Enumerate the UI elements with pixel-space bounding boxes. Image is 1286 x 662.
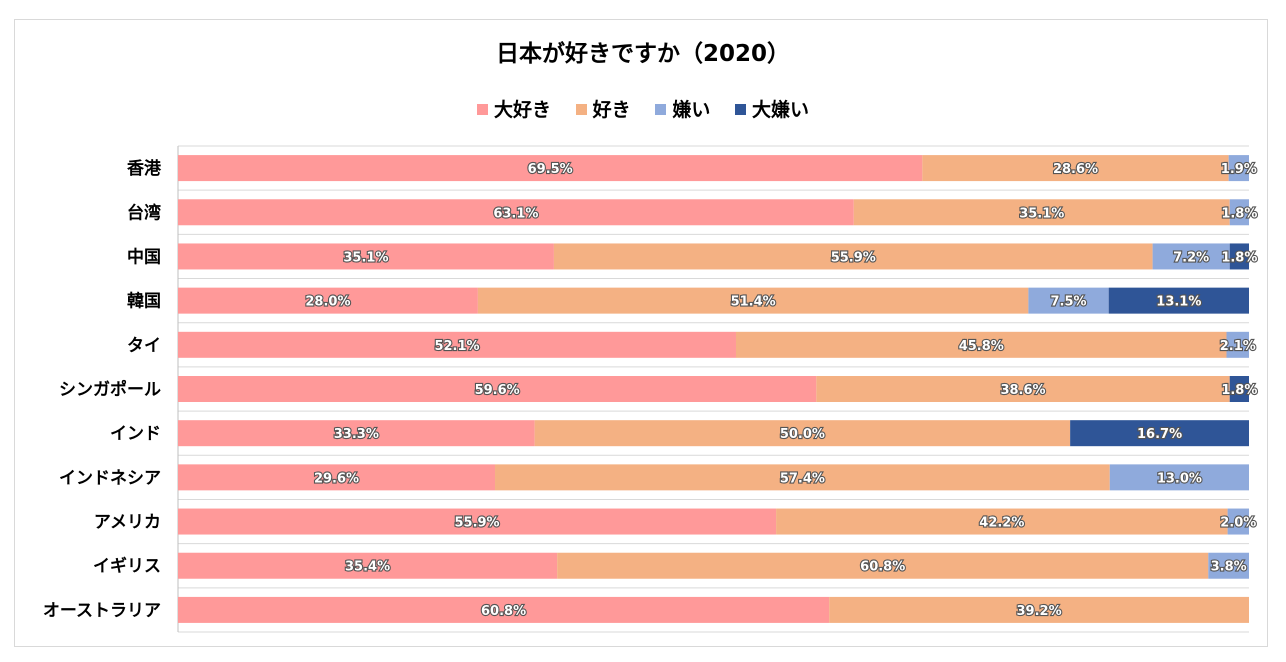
data-label: 2.0% xyxy=(1220,516,1256,531)
legend-label-suki: 好き xyxy=(592,99,631,121)
bar-segment xyxy=(1227,508,1249,535)
legend-label-daisuki: 大好き xyxy=(494,99,552,121)
bar-segment xyxy=(178,199,854,226)
data-label: 1.9% xyxy=(1221,162,1257,177)
bar-segment xyxy=(553,243,1153,270)
category-label: オーストラリア xyxy=(43,601,161,621)
bar-segment xyxy=(178,331,736,358)
data-label: 57.4% xyxy=(780,471,825,486)
data-label: 1.8% xyxy=(1221,250,1257,265)
category-label: シンガポール xyxy=(59,379,161,400)
data-label: 1.8% xyxy=(1221,206,1257,221)
bar-segment xyxy=(178,243,554,270)
bar-segment xyxy=(1229,376,1249,402)
legend-swatch-daisuki xyxy=(477,104,489,115)
bar-segment xyxy=(816,376,1230,402)
bar-segment xyxy=(776,508,1228,535)
legend-item-daisuki: 大好き xyxy=(477,95,551,122)
bar-segment xyxy=(495,464,1110,491)
bar-segment xyxy=(1108,287,1249,314)
data-label: 55.9% xyxy=(454,516,499,531)
category-label: 韓国 xyxy=(127,291,161,312)
bar-segment xyxy=(1229,199,1249,226)
bar-segment xyxy=(1028,287,1109,314)
bar-segment xyxy=(853,199,1230,226)
data-label: 13.0% xyxy=(1157,471,1202,486)
data-label: 55.9% xyxy=(831,250,876,265)
data-label: 50.0% xyxy=(780,427,825,442)
bar-segment xyxy=(1229,243,1249,270)
bar-segment xyxy=(178,420,535,447)
data-label: 16.7% xyxy=(1137,427,1182,442)
data-label: 59.6% xyxy=(475,383,520,398)
category-label: 中国 xyxy=(127,246,161,267)
legend-swatch-suki xyxy=(575,104,587,115)
category-label: インド xyxy=(110,424,161,444)
category-label: イギリス xyxy=(93,557,161,577)
legend-label-daikirai: 大嫌い xyxy=(751,99,809,121)
data-label: 1.8% xyxy=(1221,383,1257,398)
bar-segment xyxy=(178,596,830,623)
bar-segment xyxy=(557,552,1209,579)
data-label: 35.4% xyxy=(345,560,390,575)
data-label: 29.6% xyxy=(314,471,359,486)
data-label: 3.8% xyxy=(1211,560,1247,575)
chart-title: 日本が好きですか（2020） xyxy=(495,41,790,67)
data-label: 45.8% xyxy=(959,339,1004,354)
bar-segment xyxy=(829,596,1249,623)
category-label: 香港 xyxy=(127,158,162,179)
category-label: タイ xyxy=(127,336,161,356)
legend-item-kirai: 嫌い xyxy=(655,95,710,122)
bar-segment xyxy=(1152,243,1230,270)
data-label: 38.6% xyxy=(1000,383,1045,398)
data-label: 7.2% xyxy=(1173,250,1209,265)
data-label: 35.1% xyxy=(1019,206,1064,221)
legend-label-kirai: 嫌い xyxy=(672,99,711,121)
bar-segment xyxy=(178,464,496,491)
data-label: 51.4% xyxy=(731,295,776,310)
bar-segment xyxy=(1109,464,1249,491)
chart-legend: 大好き 好き 嫌い 大嫌い xyxy=(0,95,1286,122)
bar-segment xyxy=(1070,420,1249,447)
legend-swatch-kirai xyxy=(655,104,667,115)
bar-segment xyxy=(178,508,777,535)
legend-item-suki: 好き xyxy=(575,95,631,122)
bar-segment xyxy=(1208,552,1249,579)
bar-segment xyxy=(735,331,1227,358)
bar-segment xyxy=(178,376,817,402)
data-label: 60.8% xyxy=(860,560,905,575)
data-label: 13.1% xyxy=(1156,295,1201,310)
data-label: 52.1% xyxy=(434,339,479,354)
data-label: 60.8% xyxy=(481,604,526,619)
data-label: 7.5% xyxy=(1051,295,1087,310)
data-label: 2.1% xyxy=(1220,339,1256,354)
data-label: 69.5% xyxy=(528,162,573,177)
data-label: 28.0% xyxy=(305,295,350,310)
data-label: 63.1% xyxy=(493,206,538,221)
bar-segment xyxy=(1226,331,1249,358)
legend-item-daikirai: 大嫌い xyxy=(734,95,809,122)
category-label: インドネシア xyxy=(59,468,161,488)
data-label: 33.3% xyxy=(334,427,379,442)
data-label: 28.6% xyxy=(1053,162,1098,177)
legend-swatch-daikirai xyxy=(734,104,746,115)
bar-segment xyxy=(534,420,1071,447)
category-label: アメリカ xyxy=(94,513,161,533)
data-label: 39.2% xyxy=(1017,604,1062,619)
bar-segment xyxy=(1228,155,1249,182)
bar-segment xyxy=(477,287,1029,314)
bar-segment xyxy=(178,287,478,314)
bar-segment xyxy=(178,552,558,579)
data-label: 42.2% xyxy=(979,516,1024,531)
category-label: 台湾 xyxy=(127,202,161,223)
bar-segment xyxy=(922,155,1229,182)
data-label: 35.1% xyxy=(343,250,388,265)
bar-segment xyxy=(178,155,923,182)
